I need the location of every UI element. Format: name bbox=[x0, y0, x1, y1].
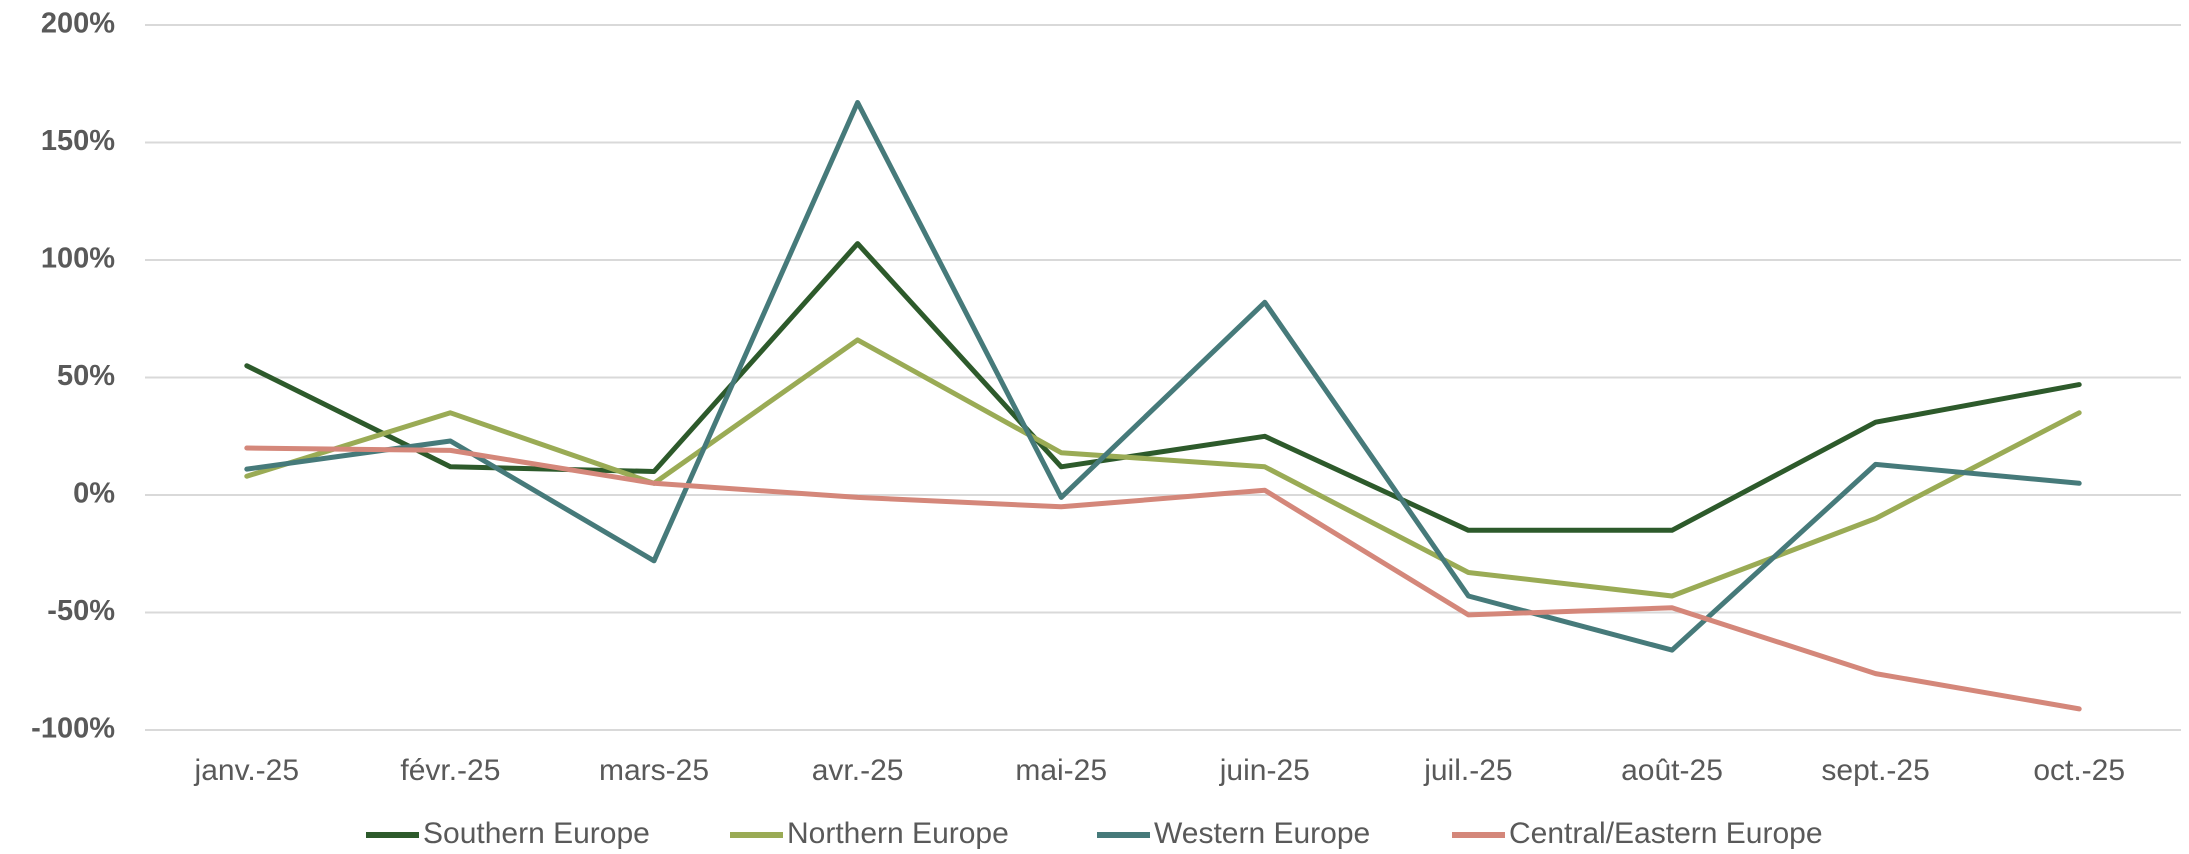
series-line bbox=[244, 241, 2082, 533]
y-tick-label: 200% bbox=[41, 8, 115, 40]
y-tick-label: 0% bbox=[73, 478, 115, 510]
x-tick-label: juil.-25 bbox=[1423, 754, 1512, 787]
x-tick-label: août-25 bbox=[1621, 754, 1723, 787]
x-tick-label: févr.-25 bbox=[400, 754, 500, 787]
y-tick-label: 100% bbox=[41, 243, 115, 275]
x-tick-label: mars-25 bbox=[599, 754, 709, 787]
y-tick-label: 50% bbox=[57, 360, 115, 392]
x-tick-label: oct.-25 bbox=[2033, 754, 2125, 787]
x-tick-label: juin-25 bbox=[1219, 754, 1310, 787]
legend-label: Central/Eastern Europe bbox=[1509, 817, 1823, 850]
series-line bbox=[244, 100, 2082, 653]
x-tick-label: mai-25 bbox=[1015, 754, 1107, 787]
x-tick-label: sept.-25 bbox=[1821, 754, 1929, 787]
y-tick-label: -50% bbox=[47, 595, 115, 627]
legend-label: Western Europe bbox=[1154, 817, 1370, 850]
y-tick-label: 150% bbox=[41, 125, 115, 157]
x-tick-label: avr.-25 bbox=[812, 754, 904, 787]
y-tick-label: -100% bbox=[31, 713, 115, 745]
series-line bbox=[244, 445, 2082, 712]
legend-label: Southern Europe bbox=[423, 817, 650, 850]
x-tick-label: janv.-25 bbox=[194, 754, 300, 787]
legend-label: Northern Europe bbox=[787, 817, 1009, 850]
